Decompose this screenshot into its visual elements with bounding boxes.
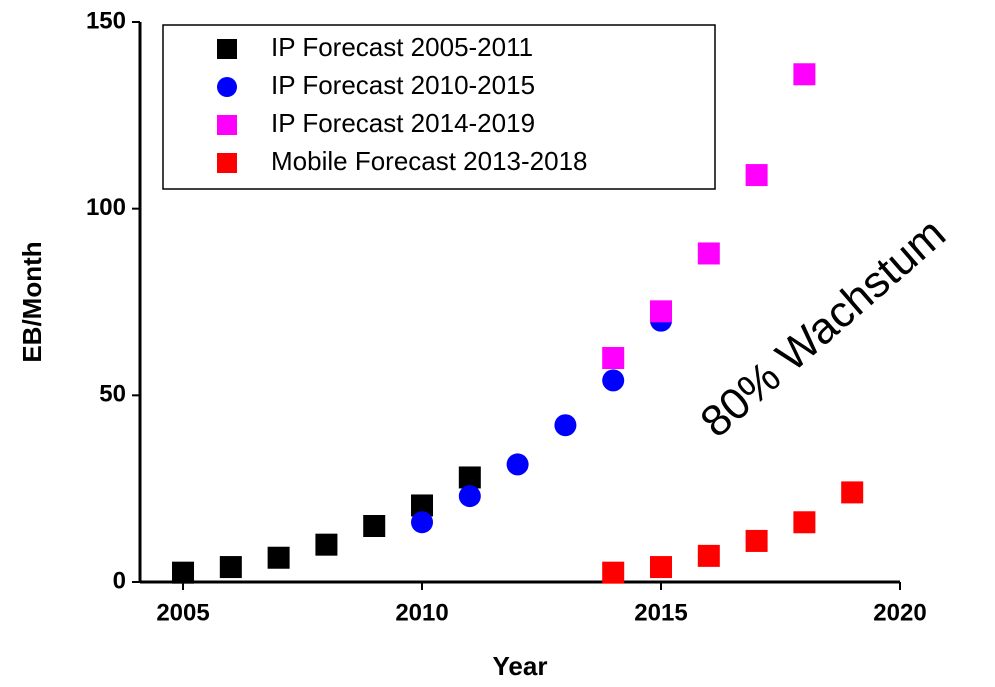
legend-marker [217, 77, 237, 97]
data-point [650, 300, 673, 323]
x-tick-label: 2005 [156, 599, 209, 626]
data-point [602, 561, 625, 584]
data-point [697, 242, 720, 265]
data-point [458, 485, 481, 508]
data-point [219, 556, 242, 579]
data-point [841, 481, 864, 504]
data-point [411, 494, 434, 517]
data-point [554, 414, 577, 437]
data-point [315, 533, 338, 556]
y-tick-label: 100 [86, 194, 126, 221]
legend-label: IP Forecast 2005-2011 [271, 32, 533, 62]
x-axis-title: Year [493, 651, 548, 681]
legend-marker [217, 115, 237, 135]
x-tick-label: 2015 [634, 599, 687, 626]
data-point [411, 511, 434, 534]
data-point [602, 347, 625, 369]
x-tick-label: 2020 [873, 599, 926, 626]
legend-marker [217, 39, 237, 59]
legend-label: IP Forecast 2014-2019 [271, 108, 535, 138]
legend: IP Forecast 2005-2011 IP Forecast 2010-20… [162, 24, 716, 190]
data-point [506, 453, 529, 476]
legend-label: Mobile Forecast 2013-2018 [271, 146, 588, 176]
y-tick-label: 150 [86, 7, 126, 34]
legend-marker [217, 153, 237, 173]
x-tick-label: 2010 [395, 599, 448, 626]
data-point [650, 556, 673, 579]
data-point [697, 544, 720, 567]
y-tick-label: 0 [113, 567, 126, 594]
data-point [745, 164, 768, 187]
legend-label: IP Forecast 2010-2015 [271, 70, 535, 100]
legend-box [162, 24, 716, 190]
annotation: 80% Wachstum [691, 209, 954, 447]
data-point [363, 515, 386, 537]
data-point [458, 466, 481, 489]
data-point [793, 63, 816, 86]
data-point [172, 561, 195, 584]
data-point [267, 546, 290, 569]
y-tick-label: 50 [99, 381, 126, 408]
data-point [793, 511, 816, 534]
y-axis-title: EB/Month [17, 241, 47, 362]
data-point [745, 529, 768, 552]
data-point [602, 369, 625, 392]
